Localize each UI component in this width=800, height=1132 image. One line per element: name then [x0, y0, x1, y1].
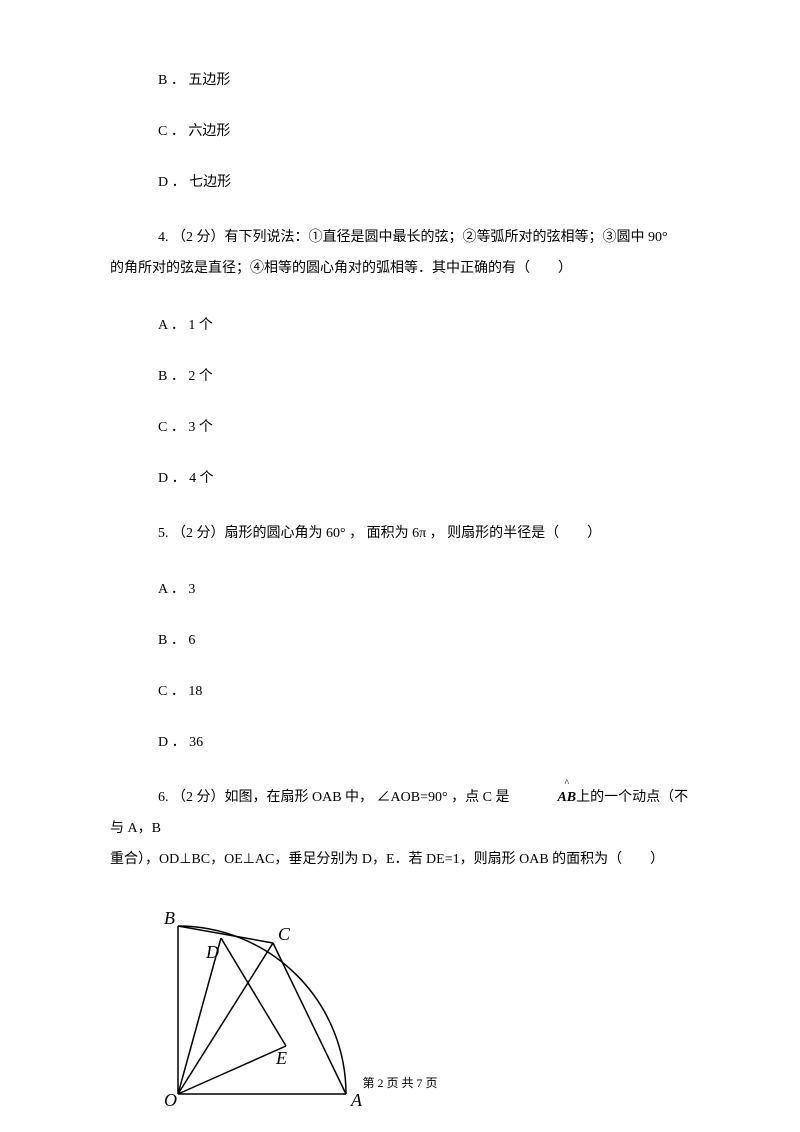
q4-option-a: A ． 1 个: [158, 315, 690, 336]
q4-option-c: C ． 3 个: [158, 417, 690, 438]
q5-option-b: B ． 6: [158, 630, 690, 651]
q6-line1a: 6. （2 分）如图，在扇形 OAB 中， ∠AOB=90° ，点 C 是: [158, 790, 509, 805]
svg-text:C: C: [278, 924, 291, 944]
q5-option-a: A ． 3: [158, 579, 690, 600]
question-6-line2: 重合），OD⊥BC，OE⊥AC，垂足分别为 D，E．若 DE=1，则扇形 OAB…: [110, 845, 690, 876]
q5-option-c: C ． 18: [158, 681, 690, 702]
question-4-line1: 4. （2 分）有下列说法：①直径是圆中最长的弦；②等弧所对的弦相等；③圆中 9…: [110, 223, 690, 254]
question-5: 5. （2 分）扇形的圆心角为 60° ， 面积为 6π ， 则扇形的半径是（ …: [110, 519, 690, 550]
svg-text:O: O: [164, 1090, 177, 1110]
arc-ab-icon: AB: [509, 783, 576, 814]
option-d: D ． 七边形: [158, 172, 690, 193]
option-b: B ． 五边形: [158, 70, 690, 91]
page-footer: 第 2 页 共 7 页: [0, 1074, 800, 1092]
page-content: B ． 五边形 C ． 六边形 D ． 七边形 4. （2 分）有下列说法：①直…: [0, 0, 800, 1123]
svg-text:D: D: [205, 942, 219, 962]
option-c: C ． 六边形: [158, 121, 690, 142]
question-4-line2: 的角所对的弦是直径；④相等的圆心角对的弧相等．其中正确的有（ ）: [110, 254, 690, 285]
q5-option-d: D ． 36: [158, 732, 690, 753]
q4-option-b: B ． 2 个: [158, 366, 690, 387]
q4-option-d: D ． 4 个: [158, 468, 690, 489]
svg-text:B: B: [164, 908, 175, 928]
svg-text:A: A: [350, 1090, 363, 1110]
svg-text:E: E: [275, 1048, 287, 1068]
question-6: 6. （2 分）如图，在扇形 OAB 中， ∠AOB=90° ，点 C 是AB上…: [110, 783, 690, 845]
